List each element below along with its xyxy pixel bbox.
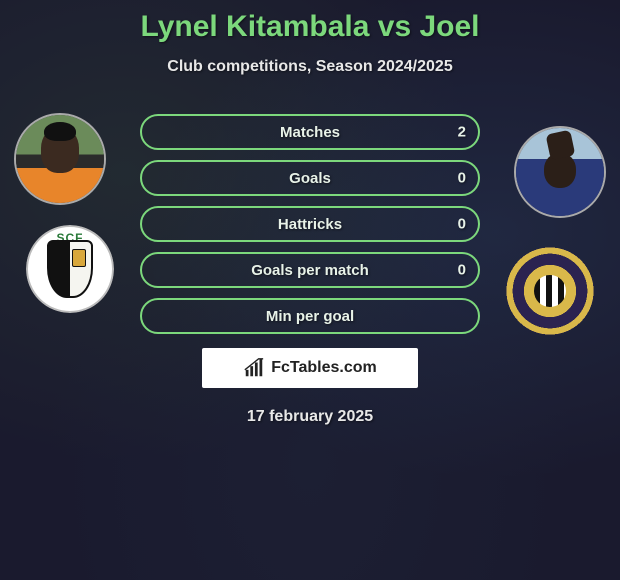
stat-bar-goals: Goals 0 xyxy=(140,160,480,196)
stat-right-value: 0 xyxy=(458,170,466,187)
stat-bar-matches: Matches 2 xyxy=(140,114,480,150)
team-right-badge xyxy=(506,247,594,335)
player-left-avatar xyxy=(14,113,106,205)
stat-right-value: 0 xyxy=(458,216,466,233)
brand-badge: FcTables.com xyxy=(202,348,418,388)
stat-bar-hattricks: Hattricks 0 xyxy=(140,206,480,242)
subtitle: Club competitions, Season 2024/2025 xyxy=(0,58,620,76)
page-title: Lynel Kitambala vs Joel xyxy=(0,0,620,44)
stat-label: Min per goal xyxy=(266,308,354,325)
stat-label: Hattricks xyxy=(278,216,342,233)
team-left-badge: SCF xyxy=(26,225,114,313)
chart-icon xyxy=(243,357,265,379)
date-text: 17 february 2025 xyxy=(0,408,620,426)
player-right-avatar xyxy=(514,126,606,218)
stat-bar-goals-per-match: Goals per match 0 xyxy=(140,252,480,288)
stat-label: Matches xyxy=(280,124,340,141)
stat-bar-min-per-goal: Min per goal xyxy=(140,298,480,334)
stat-right-value: 0 xyxy=(458,262,466,279)
stat-right-value: 2 xyxy=(458,124,466,141)
stat-label: Goals xyxy=(289,170,331,187)
stats-bars: Matches 2 Goals 0 Hattricks 0 Goals per … xyxy=(140,114,480,334)
brand-text: FcTables.com xyxy=(271,359,377,377)
stat-label: Goals per match xyxy=(251,262,369,279)
